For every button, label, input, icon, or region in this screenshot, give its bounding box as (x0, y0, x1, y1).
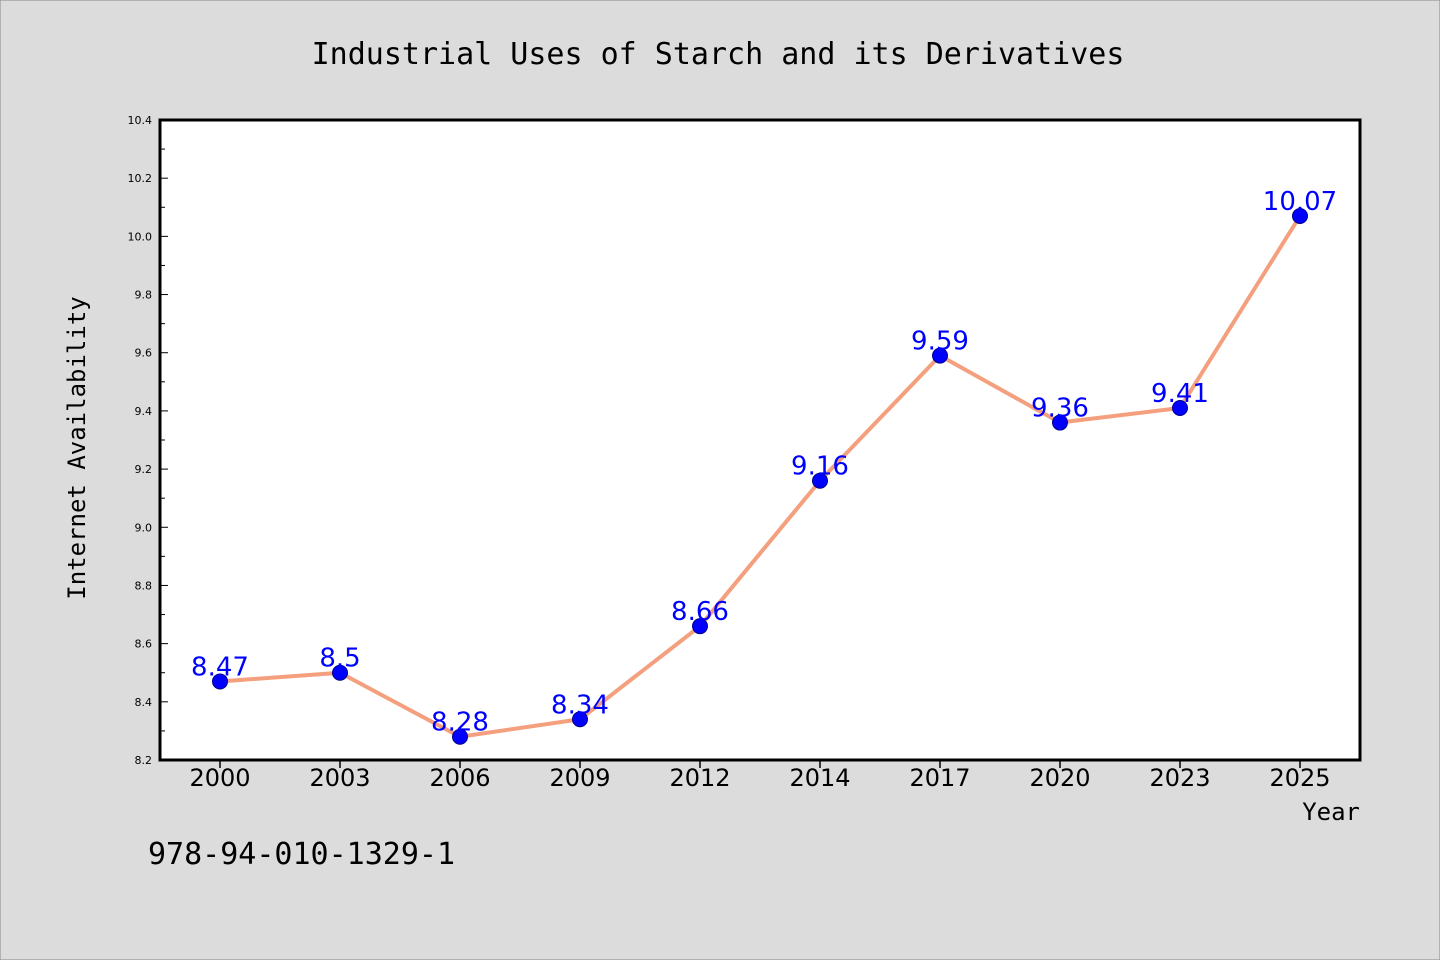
y-tick-label: 10.4 (128, 114, 153, 127)
y-tick-label: 10.0 (128, 230, 153, 243)
y-axis-label: Internet Availability (63, 296, 91, 599)
x-axis: 2000 2003 2006 2009 2012 2014 2017 2020 2023 2025 (189, 760, 1331, 792)
data-point (332, 664, 348, 681)
series-line-group (218, 214, 1302, 739)
x-axis-label: Year (1302, 798, 1360, 826)
footer-code: 978-94-010-1329-1 (148, 837, 455, 872)
data-label: 8.47 (191, 652, 249, 682)
x-tick-label: 2003 (309, 764, 370, 792)
data-point (1292, 208, 1308, 224)
x-tick-label: 2025 (1269, 764, 1330, 792)
y-tick-label: 9.6 (135, 347, 153, 360)
data-point (1172, 400, 1188, 416)
data-point (692, 618, 708, 635)
data-label: 9.41 (1151, 379, 1209, 409)
y-tick-label: 9.4 (135, 405, 153, 418)
marker-group (212, 208, 1308, 745)
data-point (1052, 414, 1068, 431)
y-tick-label: 8.4 (135, 696, 153, 709)
x-tick-label: 2006 (429, 764, 490, 792)
y-tick-label: 9.8 (135, 289, 153, 302)
data-label: 9.59 (911, 327, 969, 357)
data-label-group: 8.47 8.5 8.28 8.34 8.66 9.16 9.59 9.36 9.41 10.07 (191, 187, 1337, 738)
x-tick-label: 2012 (669, 764, 730, 792)
x-tick-label: 2017 (909, 764, 970, 792)
data-point (812, 472, 828, 489)
data-point (452, 728, 468, 745)
plot-frame (158, 118, 1362, 762)
y-tick-label: 8.2 (135, 754, 153, 767)
series-line (218, 214, 1302, 739)
data-label: 8.28 (431, 708, 489, 738)
y-axis: 8.2 8.4 8.6 8.8 9.0 9.2 9.4 9.6 9.8 10.0 10.2 10.4 (128, 114, 168, 767)
data-label: 8.5 (319, 644, 360, 674)
x-tick-label: 2014 (789, 764, 850, 792)
x-tick-label: 2020 (1029, 764, 1090, 792)
y-tick-label: 9.2 (135, 463, 153, 476)
data-label: 9.36 (1031, 394, 1089, 424)
data-label: 10.07 (1263, 187, 1337, 217)
data-label: 8.66 (671, 597, 729, 627)
chart-title: Industrial Uses of Starch and its Deriva… (312, 37, 1125, 72)
data-label: 9.16 (791, 452, 849, 482)
x-tick-label: 2009 (549, 764, 610, 792)
x-tick-label: 2023 (1149, 764, 1210, 792)
data-point (212, 673, 228, 690)
y-tick-label: 10.2 (128, 172, 153, 185)
x-tick-label: 2000 (189, 764, 250, 792)
data-point (932, 347, 948, 364)
y-tick-label: 9.0 (135, 521, 153, 534)
plot-area (160, 120, 1360, 760)
data-label: 8.34 (551, 690, 609, 720)
data-point (572, 711, 588, 728)
y-tick-label: 8.8 (135, 579, 153, 592)
y-tick-label: 8.6 (135, 638, 153, 651)
